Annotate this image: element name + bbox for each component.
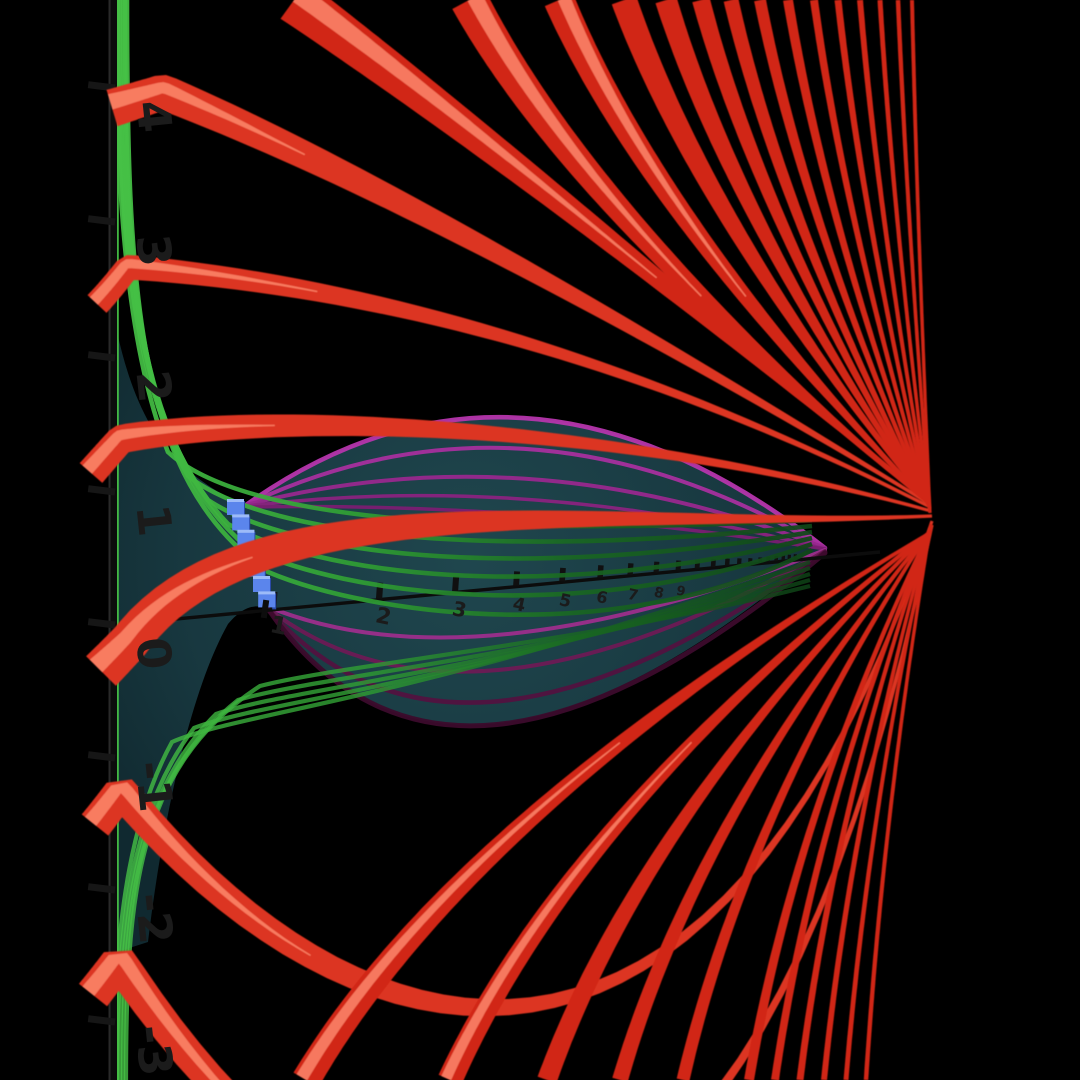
x-tick [452,576,460,592]
x-axis-label: 1 [268,610,290,641]
y-axis [87,0,117,1080]
x-axis-label: 5 [557,590,573,612]
y-tick [87,1015,116,1026]
bar-tick [260,599,270,619]
x-axis-label: 2 [373,603,393,631]
y-tick [87,618,116,629]
x-axis-label: 3 [450,596,469,622]
y-axis-label: -1 [124,758,183,814]
y-tick [87,81,116,92]
y-tick [87,751,116,762]
y-axis-label: 4 [125,98,182,135]
y-tick [87,485,116,496]
y-axis-label: 2 [125,368,182,405]
y-tick [87,215,116,226]
y-tick [87,883,116,894]
x-axis-label: 9 [675,583,687,600]
surface [117,332,825,952]
x-axis-label: 8 [652,584,665,602]
x-tick [781,555,786,561]
y-tick [87,351,116,362]
x-tick [724,558,730,566]
y-axis-label: 0 [125,635,182,672]
y-axis-label: 5 [125,0,182,2]
red-curves [78,0,934,1080]
y-axis-label: -3 [124,1022,183,1078]
y-axis-label: 3 [125,232,182,269]
x-tick [736,558,742,565]
x-axis-label: 4 [511,594,528,617]
y-axis-label: 1 [125,502,182,539]
x-axis-label: 7 [626,585,640,605]
x-axis-label: 6 [595,587,610,608]
y-axis-label: -2 [124,890,183,946]
